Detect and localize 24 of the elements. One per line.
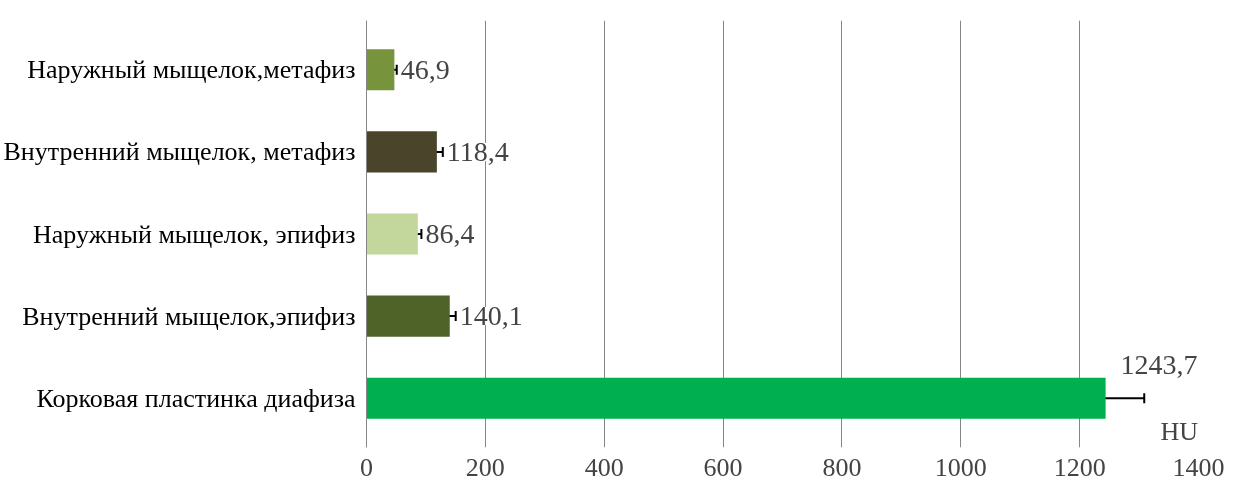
data-label: 46,9 [400,53,450,85]
y-tick-label: Наружный мыщелок, эпифиз [33,219,356,249]
y-tick-label: Внутренний мыщелок,эпифиз [22,301,356,331]
bar [366,49,395,91]
y-tick-label: Внутренний мыщелок, метафиз [3,137,356,167]
x-tick-label: 1400 [1172,452,1225,482]
data-label: 86,4 [425,218,475,249]
data-label: 1243,7 [1120,348,1198,380]
data-label: 140,1 [459,300,523,332]
bar [366,131,437,173]
x-axis-title: HU [1160,416,1199,446]
bar [366,377,1106,419]
x-tick-label: 1200 [1053,452,1106,482]
x-tick-label: 1000 [934,452,987,482]
y-tick-label: Корковая пластинка диафиза [36,383,356,413]
x-tick-label: 600 [703,452,743,482]
data-label: 118,4 [446,135,509,167]
bar [366,213,418,255]
bar [366,295,450,337]
y-tick-label: Наружный мыщелок,метафиз [27,55,356,85]
x-tick-label: 400 [584,452,624,482]
x-tick-label: 0 [360,452,373,482]
x-tick-label: 800 [822,452,862,482]
x-tick-label: 200 [465,452,505,482]
